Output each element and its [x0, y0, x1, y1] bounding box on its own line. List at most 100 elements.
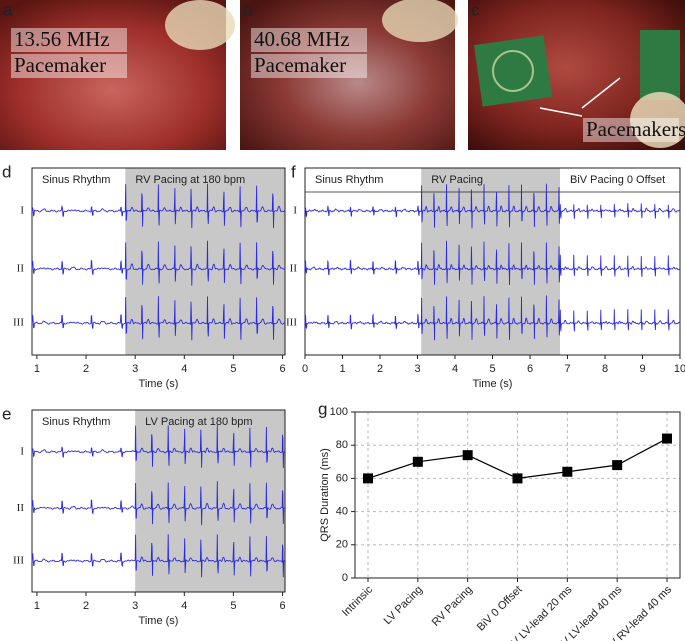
panel-letter: g: [318, 399, 327, 418]
photo-label: Pacemakers: [586, 117, 685, 141]
ecg-trace: [31, 296, 285, 341]
ecg-trace: [31, 424, 286, 469]
x-tick-label: 1: [34, 600, 40, 612]
ecg-trace: [31, 534, 285, 578]
x-tick-label: 9: [639, 363, 645, 375]
x-tick-label: 3: [132, 363, 138, 375]
marker: [363, 473, 373, 484]
arrow: [581, 77, 621, 109]
segment-label: RV Pacing at 180 bpm: [135, 174, 245, 186]
lead-label: I: [20, 445, 24, 457]
marker: [562, 466, 573, 477]
segment-label: LV Pacing at 180 bpm: [145, 416, 252, 428]
panel-letter: e: [2, 404, 11, 423]
ecg-trace: [304, 240, 681, 286]
pacing-region: [135, 410, 285, 592]
y-tick-label: 80: [336, 439, 348, 451]
lead-label: II: [17, 263, 25, 275]
x-tick-label: 2: [83, 600, 89, 612]
marker: [462, 450, 473, 461]
coil: [492, 50, 534, 92]
segment-label: RV Pacing: [431, 174, 483, 186]
x-tick-label: 4: [452, 363, 458, 375]
x-tick-label: 10: [674, 363, 685, 375]
panel-letter: f: [291, 162, 296, 181]
ecg-trace: [31, 481, 286, 526]
x-tick-label: 3: [414, 363, 420, 375]
pcb: [474, 35, 552, 107]
x-tick-label: 5: [230, 600, 236, 612]
x-tick-label: 1: [339, 363, 345, 375]
x-tick-label: 3: [132, 600, 138, 612]
glove: [630, 92, 685, 148]
segment-label: Sinus Rhythm: [315, 174, 383, 186]
x-tick-label: 1: [34, 363, 40, 375]
label-background: [251, 28, 367, 52]
y-tick-label: 20: [336, 539, 348, 551]
panel-letter: d: [2, 162, 11, 181]
x-tick-label: RV Pacing: [430, 584, 475, 629]
marker: [412, 456, 423, 467]
x-tick-label: 6: [527, 363, 533, 375]
lead-label: III: [13, 555, 24, 567]
ecg-trace: [31, 183, 286, 229]
lead-label: II: [290, 263, 298, 275]
x-tick-label: 7: [564, 363, 570, 375]
x-tick-label: LV Pacing: [382, 584, 425, 627]
lead-label: I: [293, 205, 297, 217]
x-tick-label: 6: [279, 600, 285, 612]
x-tick-label: 5: [489, 363, 495, 375]
glove: [165, 0, 235, 50]
x-tick-label: 4: [181, 600, 187, 612]
x-tick-label: 6: [279, 363, 285, 375]
marker: [612, 460, 623, 471]
x-tick-label: 2: [377, 363, 383, 375]
label-background: [251, 54, 367, 78]
panel-letter: c: [471, 0, 480, 19]
lead-label: III: [13, 317, 24, 329]
y-tick-label: 60: [336, 472, 348, 484]
ecg-trace: [31, 240, 286, 286]
x-tick-label: 2: [83, 363, 89, 375]
lead-label: III: [286, 317, 297, 329]
pcb: [640, 30, 680, 100]
lead-label: II: [17, 502, 25, 514]
x-axis-label: Time (s): [139, 378, 179, 390]
y-axis-label: QRS Duration (ms): [319, 448, 331, 542]
segment-label: Sinus Rhythm: [42, 174, 110, 186]
segment-label: BiV Pacing 0 Offset: [570, 174, 665, 186]
x-tick-label: BiV 0 Offset: [475, 584, 525, 634]
pacing-region: [421, 168, 560, 355]
arrow: [539, 107, 583, 117]
ecg-trace: [304, 295, 681, 341]
marker: [662, 433, 672, 444]
x-tick-label: 5: [230, 363, 236, 375]
pacing-region: [125, 168, 285, 355]
panel-letter: a: [3, 0, 13, 19]
y-tick-label: 0: [342, 572, 348, 584]
x-axis-label: Time (s): [139, 615, 179, 627]
photo-label: Pacemaker: [254, 53, 346, 77]
x-tick-label: 8: [602, 363, 608, 375]
label-background: [11, 28, 127, 52]
marker: [512, 473, 523, 484]
photos: [0, 0, 685, 150]
segment-label: Sinus Rhythm: [42, 416, 110, 428]
label-background: [583, 118, 679, 142]
y-tick-label: 40: [336, 506, 348, 518]
glove: [382, 0, 458, 42]
y-tick-label: 100: [330, 406, 348, 418]
x-tick-label: 4: [181, 363, 187, 375]
photo-label: 40.68 MHz: [254, 27, 350, 51]
plot-frame: [354, 411, 681, 579]
x-tick-label: 0: [302, 363, 308, 375]
x-axis-label: Time (s): [473, 378, 513, 390]
ecg-trace: [304, 183, 681, 229]
photo-label: 13.56 MHz: [14, 27, 110, 51]
x-tick-label: Intrinsic: [340, 583, 376, 619]
lead-label: I: [20, 205, 24, 217]
label-background: [11, 54, 127, 78]
panel-letter: b: [243, 0, 252, 19]
photo-label: Pacemaker: [14, 53, 106, 77]
